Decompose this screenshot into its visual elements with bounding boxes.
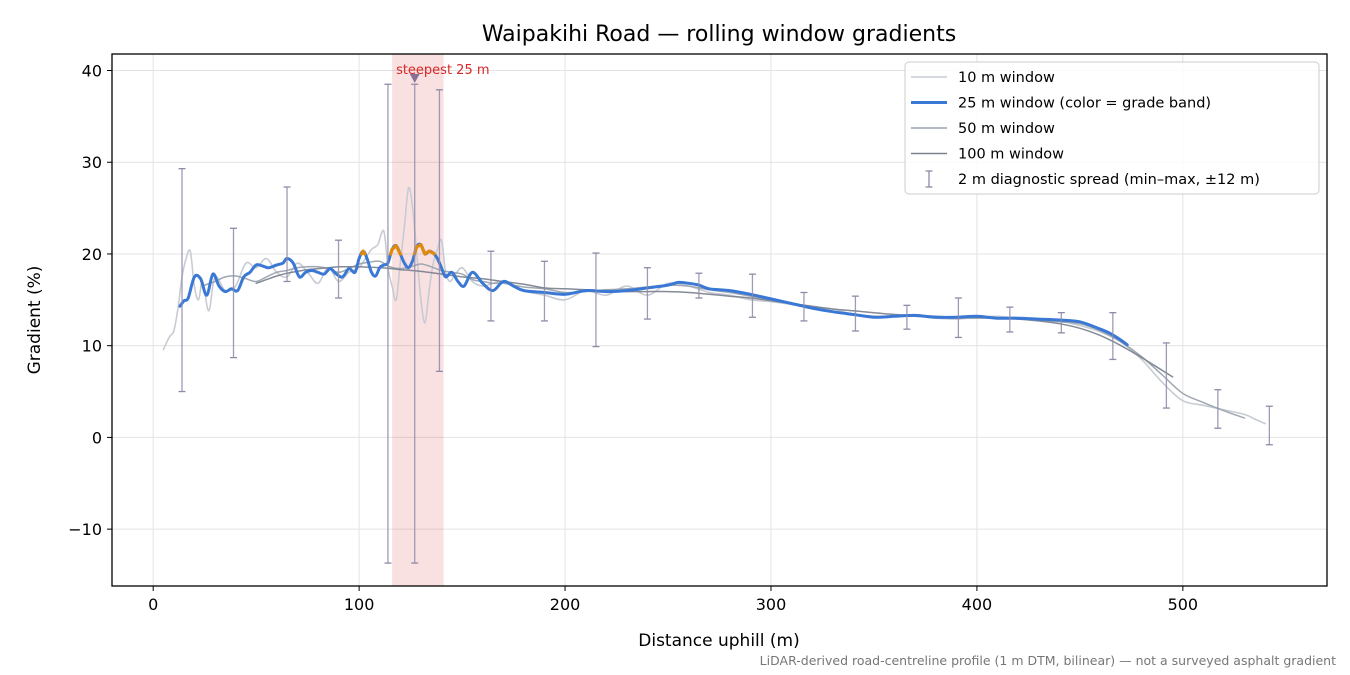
error-bar [695,272,703,299]
legend-item: 2 m diagnostic spread (min–max, ±12 m) [925,170,1260,188]
error-bar [851,295,859,332]
footnote: LiDAR-derived road-centreline profile (1… [760,653,1336,668]
error-bar [335,239,343,299]
error-bar [435,89,443,373]
legend-label: 2 m diagnostic spread (min–max, ±12 m) [958,172,1260,188]
x-tick-label: 100 [344,595,375,614]
y-tick-label: 20 [82,245,102,264]
error-bar [643,267,651,320]
error-bar [1109,312,1117,361]
legend: 10 m window 25 m window (color = grade ba… [904,61,1320,195]
error-bar [800,291,808,322]
error-bar [954,297,962,339]
steepest-25m-band [392,54,444,586]
error-bar [178,168,186,393]
x-axis-ticks: 0 100 200 300 400 500 [148,586,1198,614]
error-bar [540,260,548,322]
chart-title: Waipakihi Road — rolling window gradient… [482,22,956,47]
error-bar [1162,342,1170,409]
legend-item: 10 m window [911,70,1055,86]
legend-item: 25 m window (color = grade band) [911,96,1211,112]
legend-label: 50 m window [958,121,1055,137]
error-bar [1057,312,1065,334]
grade-band-segment [431,251,436,256]
x-tick-label: 200 [550,595,581,614]
error-bar [592,252,600,348]
legend-box [904,61,1320,195]
y-tick-label: 30 [82,153,102,172]
highlight-label: steepest 25 m [396,63,489,78]
error-bar [487,250,495,322]
error-bar [1006,306,1014,333]
x-tick-label: 300 [756,595,787,614]
x-tick-label: 500 [1168,595,1199,614]
plot-frame [111,53,1328,587]
x-axis-label: Distance uphill (m) [638,631,799,651]
y-axis-label: Gradient (%) [25,266,45,375]
y-tick-label: 0 [92,428,102,447]
legend-item: 50 m window [911,121,1055,137]
error-bar [1214,389,1222,429]
error-bar [411,83,419,564]
legend-label: 25 m window (color = grade band) [958,96,1211,112]
error-bar [748,273,756,318]
error-bar [384,83,392,564]
steepest-marker-icon [409,73,420,83]
y-tick-label: 10 [82,337,102,356]
y-tick-label: 40 [82,62,102,81]
y-axis-ticks: −10 0 10 20 30 40 [68,62,112,539]
legend-label: 10 m window [958,70,1055,86]
legend-item: 100 m window [911,147,1064,163]
error-bar [1265,405,1273,446]
grade-band-segment [419,243,427,256]
error-bar [230,227,237,359]
error-bar [283,186,291,283]
error-bar [903,304,911,330]
grade-band-segment [361,249,367,256]
x-tick-label: 0 [148,595,158,614]
x-tick-label: 400 [962,595,993,614]
legend-label: 100 m window [958,147,1064,163]
y-tick-label: −10 [68,520,102,539]
error-bar-layer [178,83,1273,564]
